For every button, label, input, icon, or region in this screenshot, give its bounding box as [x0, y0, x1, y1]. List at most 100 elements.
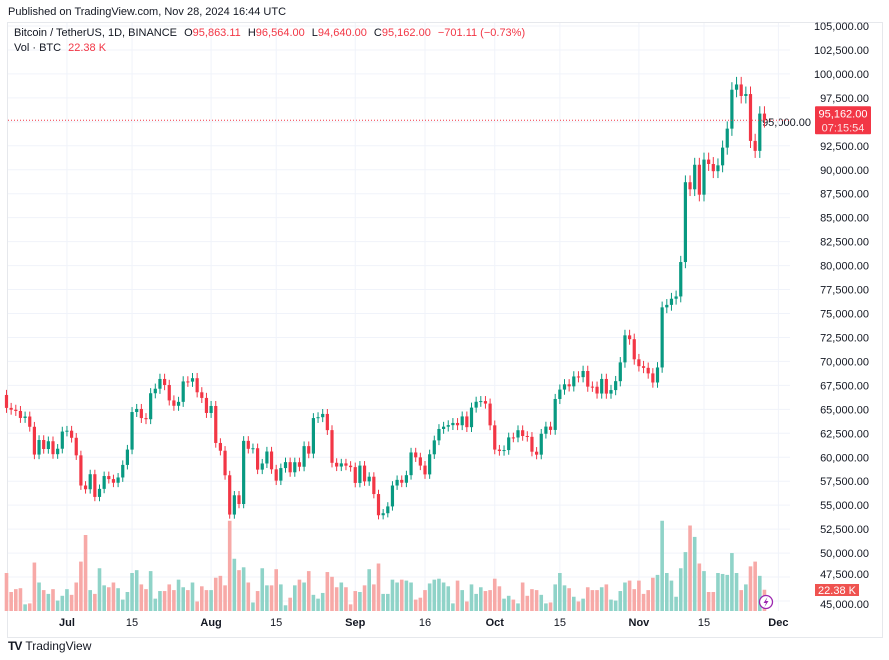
candle-body [428, 454, 432, 475]
volume-bar [302, 582, 306, 611]
candle-body [753, 140, 757, 151]
candle-body [88, 474, 92, 490]
volume-bar [548, 602, 553, 611]
volume-bar [469, 584, 474, 611]
volume-bar [55, 600, 60, 611]
volume-bar [213, 577, 218, 611]
candle-body [51, 441, 55, 455]
volume-bar [41, 590, 46, 611]
volume-bar [283, 605, 288, 611]
volume-bar [358, 592, 362, 611]
candle-body [693, 164, 697, 190]
candle-body [149, 393, 153, 420]
candle-body [107, 476, 111, 480]
volume-bar [167, 584, 172, 611]
candle-body [646, 367, 650, 374]
volume-bar [581, 598, 585, 611]
candle-body [362, 465, 367, 482]
volume-bar [204, 590, 209, 611]
y-tick-label: 70,000.00 [820, 356, 869, 368]
candle-body [567, 384, 571, 387]
candle-body [623, 335, 627, 363]
volume-bar [423, 590, 427, 611]
x-tick-label: Aug [200, 617, 221, 629]
volume-bar [558, 573, 562, 611]
volume-bar [251, 602, 255, 611]
candle-body [758, 113, 762, 151]
candle-body [307, 446, 311, 454]
candle-body [576, 376, 581, 378]
volume-bar [125, 592, 130, 611]
x-tick-label: 15 [554, 617, 566, 629]
volume-bar [255, 591, 260, 611]
volume-bar [655, 574, 660, 611]
volume-bar [678, 568, 683, 611]
candle-body [4, 394, 9, 408]
candle-body [293, 462, 297, 473]
volume-bar [637, 580, 641, 611]
volume-bar [116, 588, 120, 611]
volume-legend: Vol · BTC 22.38 K [14, 42, 106, 54]
candle-body [381, 513, 385, 516]
candle-body [195, 378, 199, 393]
chart-frame [7, 22, 883, 638]
volume-bar [330, 576, 334, 611]
volume-bar [69, 594, 74, 611]
candle-body [744, 94, 748, 96]
volume-bar [660, 520, 664, 611]
y-tick-label: 52,500.00 [820, 524, 869, 536]
volume-bar [595, 590, 599, 611]
candle-body [330, 430, 334, 463]
x-tick-label: Nov [629, 617, 651, 629]
candle-body [581, 371, 585, 378]
candle-body [200, 392, 204, 398]
volume-bar [134, 570, 139, 611]
candle-body [548, 426, 553, 430]
candle-body [376, 494, 381, 516]
volume-bar [525, 595, 530, 611]
brand-name: TradingView [25, 639, 92, 653]
candle-body [590, 386, 594, 388]
volume-bar [599, 587, 604, 611]
candle-body [139, 408, 143, 419]
volume-bar [190, 582, 195, 611]
last-volume-value: 22.38 K [818, 585, 857, 597]
volume-bar [227, 520, 232, 611]
candle-body [628, 335, 632, 340]
candle-body [655, 367, 660, 383]
candle-body [390, 485, 395, 507]
candle-body [83, 485, 88, 490]
y-tick-label: 95,000.00 [762, 117, 811, 129]
candle-body [530, 436, 534, 452]
volume-bar [590, 590, 595, 611]
candle-body [609, 390, 613, 394]
volume-bar [651, 577, 655, 611]
candle-body [400, 479, 404, 483]
candle-body [437, 428, 441, 441]
countdown-timer: 07:15:54 [822, 122, 865, 134]
y-tick-label: 72,500.00 [820, 332, 869, 344]
volume-bar [437, 578, 441, 611]
volume-bar [344, 587, 348, 611]
volume-bar [674, 596, 678, 611]
y-tick-label: 55,000.00 [820, 500, 869, 512]
candle-body [14, 409, 18, 411]
candle-body [269, 451, 274, 470]
candle-body [158, 378, 162, 389]
volume-bar [18, 588, 23, 611]
volume-bar [223, 585, 227, 611]
candle-body [502, 450, 506, 452]
volume-bar [353, 591, 358, 611]
candle-body [395, 479, 399, 486]
volume-bar [334, 587, 339, 611]
candle-body [586, 371, 590, 387]
candle-body [209, 405, 213, 413]
volume-bar [348, 604, 353, 611]
tradingview-logo[interactable]: TV TradingView [8, 639, 91, 653]
x-tick-label: 15 [126, 617, 138, 629]
volume-bar [446, 586, 451, 611]
low-value: 94,640.00 [317, 27, 367, 39]
candle-body [451, 422, 455, 426]
candle-body [730, 89, 734, 129]
